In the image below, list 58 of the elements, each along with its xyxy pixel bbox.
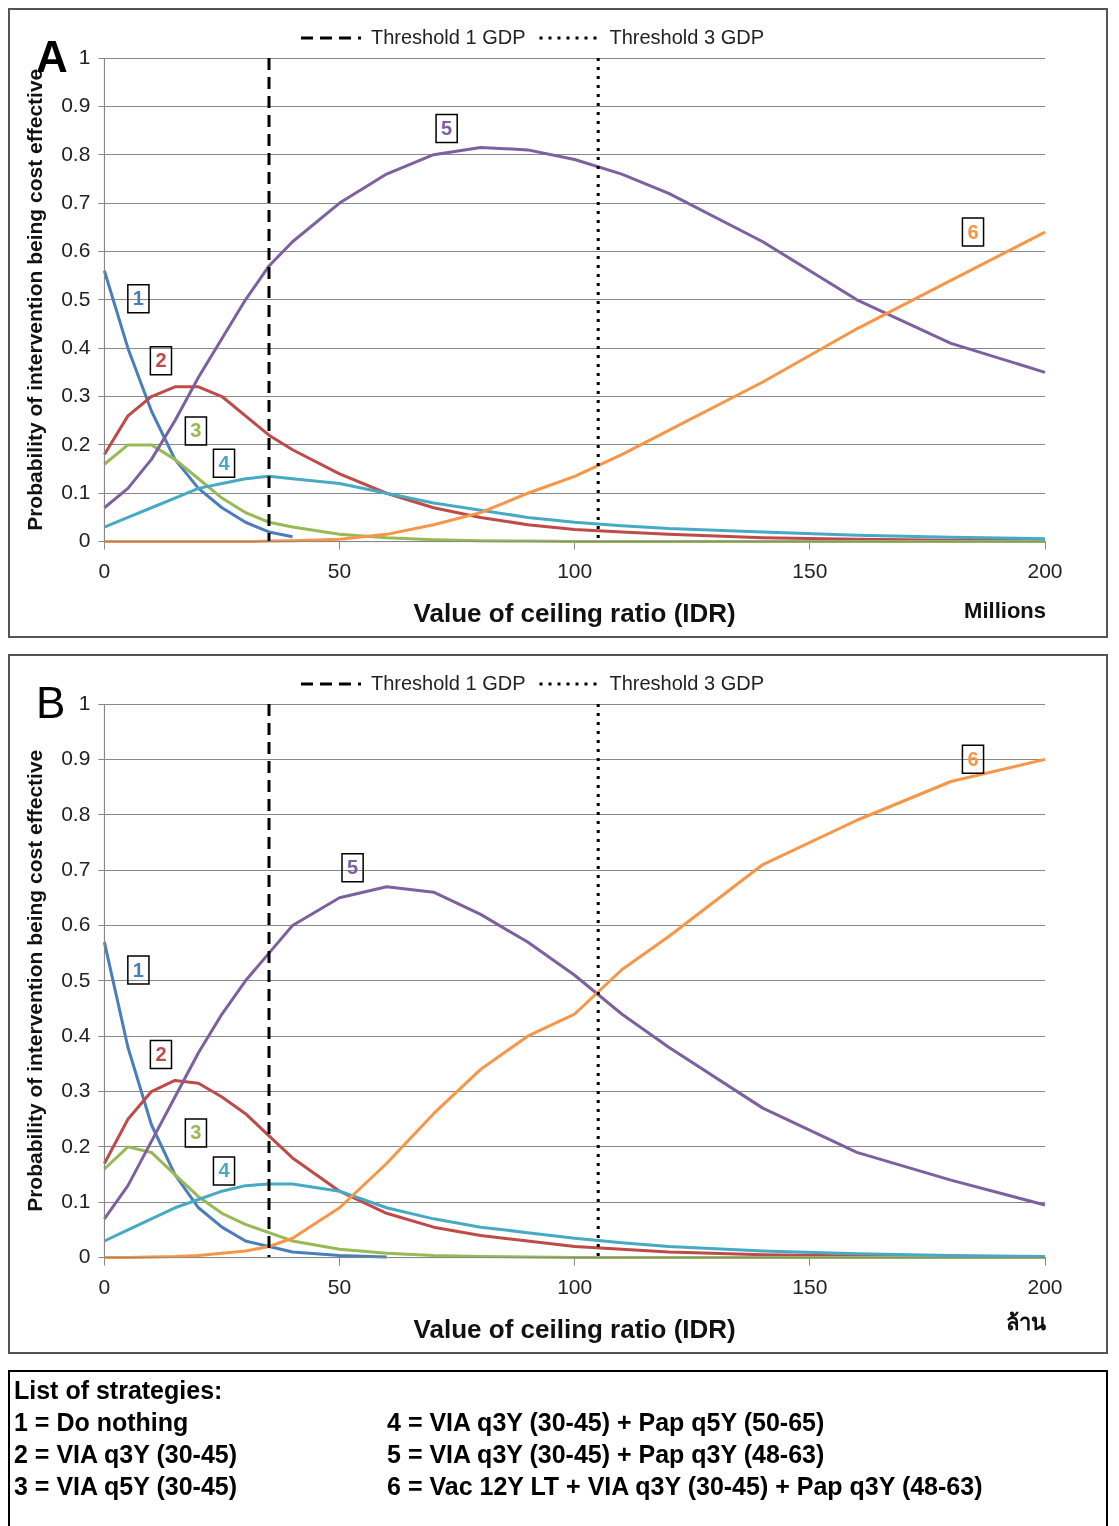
series-label: 4 xyxy=(218,1159,231,1182)
legend-label: Threshold 3 GDP xyxy=(609,671,765,694)
series-label: 5 xyxy=(441,116,453,139)
y-tick-label: 0.5 xyxy=(61,286,91,310)
legend-label: Threshold 1 GDP xyxy=(370,671,526,694)
series-label: 2 xyxy=(155,349,167,372)
y-tick-label: 0 xyxy=(78,1244,91,1268)
x-tick-label: 200 xyxy=(1027,559,1063,582)
y-tick-label: 1 xyxy=(78,44,91,68)
x-tick-label: 0 xyxy=(98,1275,111,1298)
y-tick-label: 0.1 xyxy=(61,480,91,504)
y-tick-label: 0.7 xyxy=(61,856,91,880)
y-tick-label: 0.8 xyxy=(61,141,91,165)
x-tick-label: 100 xyxy=(557,1275,593,1298)
x-tick-label: 200 xyxy=(1027,1275,1063,1298)
x-tick-label: 150 xyxy=(792,559,828,582)
y-tick-label: 0.6 xyxy=(61,238,91,262)
y-tick-label: 0.4 xyxy=(61,334,91,358)
text: Millions xyxy=(964,598,1046,624)
text: ล้าน xyxy=(1006,1309,1046,1337)
series-label: 3 xyxy=(190,419,202,442)
y-tick-label: 1 xyxy=(78,690,91,714)
x-tick-label: 150 xyxy=(792,1275,828,1298)
series-label: 3 xyxy=(190,1121,202,1144)
y-tick-label: 0.9 xyxy=(61,93,91,117)
y-tick-label: 0.3 xyxy=(61,383,91,407)
y-tick-label: 0 xyxy=(78,528,91,552)
text: List of strategies: xyxy=(14,1375,224,1406)
text: 2 = VIA q3Y (30-45) xyxy=(14,1439,238,1470)
series-label: 1 xyxy=(132,958,144,981)
series-label: 2 xyxy=(155,1042,167,1065)
y-tick-label: 0.8 xyxy=(61,801,91,825)
chart-title: B xyxy=(36,678,66,728)
series-label: 6 xyxy=(967,220,979,243)
x-tick-label: 50 xyxy=(327,1275,352,1298)
y-tick-label: 0.4 xyxy=(61,1022,91,1046)
text: 1 = Do nothing xyxy=(14,1407,190,1438)
y-axis-title: Probability of intervention being cost effective xyxy=(23,749,47,1212)
text: 6 = Vac 12Y LT + VIA q3Y (30-45) + Pap q3Y (48-63) xyxy=(387,1471,983,1502)
y-tick-label: 0.1 xyxy=(61,1189,91,1213)
x-tick-label: 100 xyxy=(557,559,593,582)
text: 4 = VIA q3Y (30-45) + Pap q5Y (50-65) xyxy=(387,1407,826,1438)
y-tick-label: 0.2 xyxy=(61,1133,91,1157)
x-axis-title: Value of ceiling ratio (IDR) xyxy=(413,1313,736,1344)
legend-label: Threshold 1 GDP xyxy=(370,25,526,48)
y-tick-label: 0.2 xyxy=(61,431,91,455)
text: 5 = VIA q3Y (30-45) + Pap q3Y (48-63) xyxy=(387,1439,826,1470)
series-label: 4 xyxy=(218,451,231,474)
x-axis-title: Value of ceiling ratio (IDR) xyxy=(413,597,736,628)
y-tick-label: 0.3 xyxy=(61,1078,91,1102)
text: 3 = VIA q5Y (30-45) xyxy=(14,1471,238,1502)
x-tick-label: 50 xyxy=(327,559,352,582)
legend-label: Threshold 3 GDP xyxy=(609,25,765,48)
y-tick-label: 0.6 xyxy=(61,912,91,936)
y-tick-label: 0.9 xyxy=(61,746,91,770)
x-tick-label: 0 xyxy=(98,559,111,582)
y-tick-label: 0.5 xyxy=(61,967,91,991)
y-tick-label: 0.7 xyxy=(61,189,91,213)
